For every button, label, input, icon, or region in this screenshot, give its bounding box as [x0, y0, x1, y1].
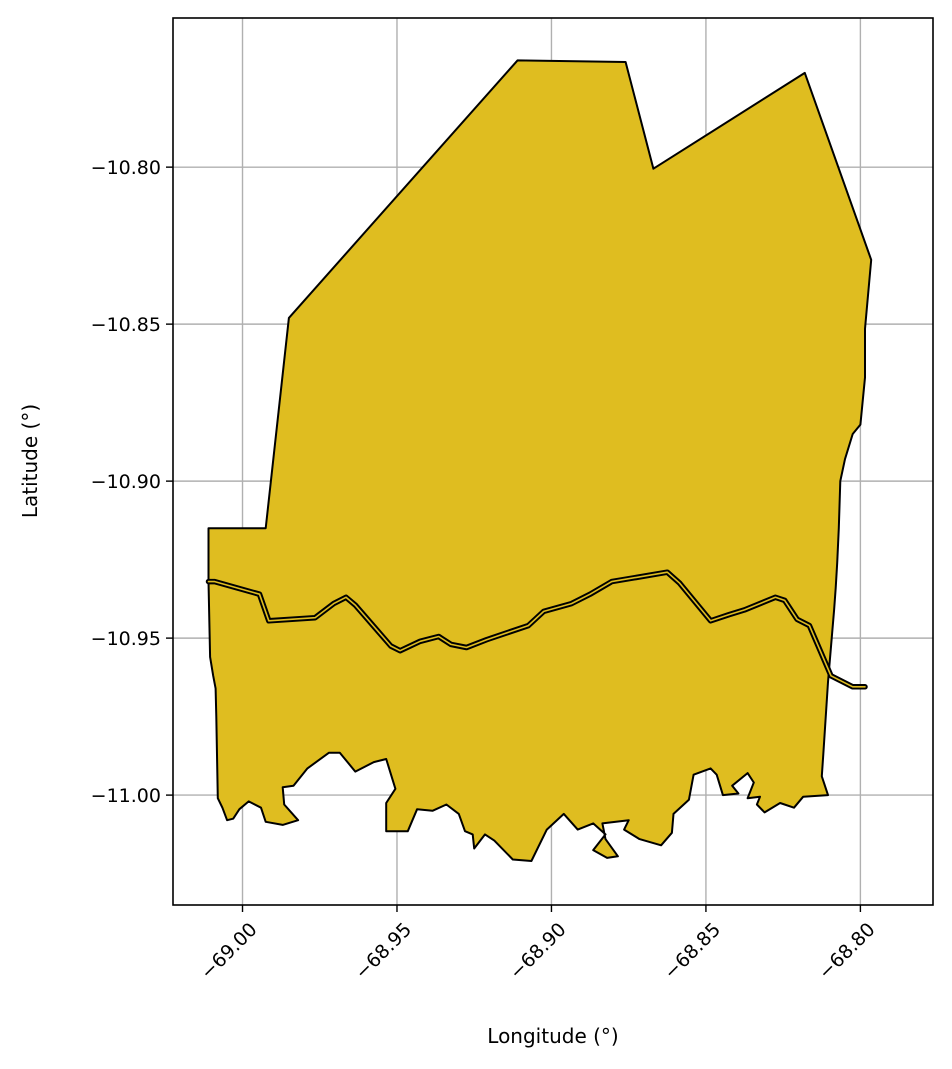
y-tick-label: −11.00 — [91, 785, 161, 807]
plot-frame — [172, 17, 934, 906]
boundary-layer — [205, 569, 868, 690]
y-tick-label: −10.80 — [91, 157, 161, 179]
y-tick-label: −10.90 — [91, 471, 161, 493]
region-polygon — [207, 59, 873, 862]
y-tick-label: −10.95 — [91, 628, 161, 650]
y-axis-label: Latitude (°) — [18, 404, 42, 518]
y-tick-label: −10.85 — [91, 314, 161, 336]
x-axis-label: Longitude (°) — [487, 1024, 618, 1048]
internal-boundary-inner — [207, 571, 866, 688]
region-layer — [207, 59, 873, 862]
